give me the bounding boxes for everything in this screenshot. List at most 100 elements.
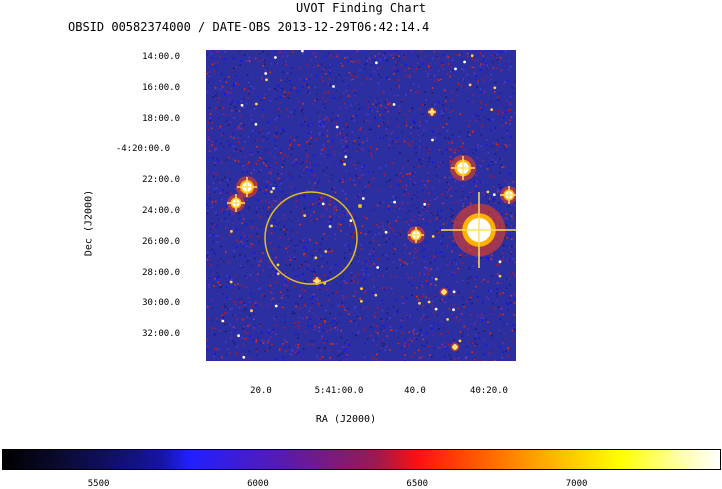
noise-pixel [404,354,406,356]
noise-pixel [306,241,309,244]
noise-pixel [502,351,505,353]
noise-pixel [364,186,367,188]
noise-pixel [400,172,402,174]
noise-pixel [243,245,246,247]
noise-pixel [306,166,308,168]
noise-pixel [220,127,223,130]
noise-pixel [294,250,297,252]
noise-pixel [429,199,432,202]
noise-pixel [260,332,263,334]
noise-pixel [329,267,332,270]
noise-pixel [299,107,302,110]
noise-pixel [227,92,230,94]
noise-pixel [344,244,347,246]
noise-pixel [384,270,387,273]
noise-pixel [307,90,309,92]
noise-pixel [235,128,238,131]
noise-pixel [404,339,406,341]
noise-pixel [280,79,282,81]
noise-pixel [360,148,363,150]
noise-pixel [406,263,409,265]
faint-source [427,300,431,304]
noise-pixel [265,189,268,191]
noise-pixel [452,109,454,112]
noise-pixel [460,58,463,60]
noise-pixel [466,348,468,350]
noise-pixel [351,235,353,237]
noise-pixel [423,129,425,132]
noise-pixel [387,180,390,182]
noise-pixel [389,147,391,149]
noise-pixel [472,116,474,119]
noise-pixel [217,51,219,53]
noise-pixel [302,195,305,197]
noise-pixel [206,91,209,93]
noise-pixel [287,97,290,99]
noise-pixel [262,64,264,67]
noise-pixel [297,90,299,93]
noise-pixel [338,349,341,352]
noise-pixel [312,189,314,191]
noise-pixel [324,318,327,320]
noise-pixel [435,116,438,118]
noise-pixel [262,109,264,111]
noise-pixel [482,278,485,281]
noise-pixel [506,323,509,325]
noise-pixel [404,113,407,116]
noise-pixel [292,51,294,53]
noise-pixel [241,301,244,304]
noise-pixel [300,124,303,127]
noise-pixel [457,342,460,344]
noise-pixel [405,188,407,191]
noise-pixel [342,145,345,148]
noise-pixel [457,267,459,270]
noise-pixel [247,246,250,248]
noise-pixel [209,137,211,139]
noise-pixel [267,53,270,56]
noise-pixel [225,354,227,356]
noise-pixel [257,95,259,98]
noise-pixel [221,237,224,239]
noise-pixel [225,122,228,125]
noise-pixel [499,313,502,316]
noise-pixel [218,127,220,130]
noise-pixel [256,354,258,356]
noise-pixel [300,263,303,266]
noise-pixel [229,143,231,146]
noise-pixel [207,210,209,212]
faint-source [498,274,502,278]
noise-pixel [420,146,423,149]
noise-pixel [509,103,512,106]
noise-pixel [313,139,315,142]
noise-pixel [245,223,248,225]
noise-pixel [372,90,374,92]
noise-pixel [258,264,260,266]
faint-source [240,103,244,107]
y-tick-label: 14:00.0 [142,52,180,62]
noise-pixel [437,57,439,60]
noise-pixel [224,114,226,116]
noise-pixel [424,103,426,106]
noise-pixel [425,223,428,225]
noise-pixel [481,181,484,183]
noise-pixel [505,50,507,53]
noise-pixel [481,313,483,316]
noise-pixel [447,63,450,65]
noise-pixel [467,125,470,128]
noise-pixel [509,123,511,125]
noise-pixel [206,53,208,56]
noise-pixel [376,287,378,289]
noise-pixel [326,207,328,209]
noise-pixel [375,337,377,339]
noise-pixel [227,172,230,175]
noise-pixel [264,160,267,163]
noise-pixel [268,261,270,264]
noise-pixel [357,103,360,106]
faint-source [452,308,455,312]
noise-pixel [354,291,357,293]
noise-pixel [363,276,365,279]
noise-pixel [315,242,318,244]
faint-source [321,202,325,206]
noise-pixel [266,184,268,187]
noise-pixel [223,145,225,148]
